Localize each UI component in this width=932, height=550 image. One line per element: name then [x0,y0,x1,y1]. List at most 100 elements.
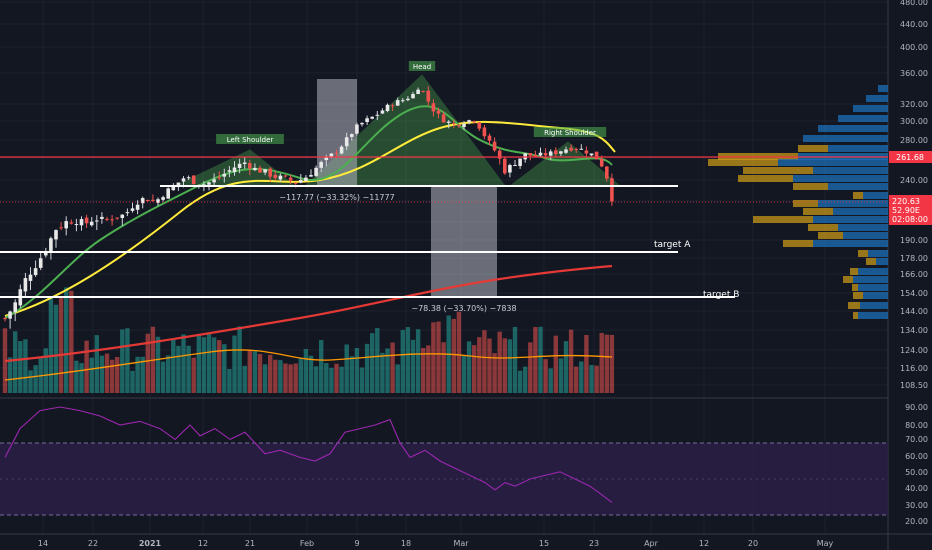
volume-bar [568,329,574,393]
volume-profile-buy [853,105,888,112]
volume-bar [441,342,446,393]
volume-bar [313,366,319,393]
price-tick-label: 134.00 [900,326,928,335]
volume-profile-buy [818,200,888,207]
time-tick-label: 20 [748,539,758,548]
volume-bar [18,341,23,393]
volume-profile-buy [866,95,888,102]
volume-profile-buy [863,192,888,199]
candle-body [207,182,211,185]
candle-body [446,121,451,123]
moving-averages [4,105,616,363]
volume-bar [497,331,502,393]
volume-bar [456,311,462,393]
volume-bar [370,333,375,393]
volume-bar [579,361,584,393]
volume-profile-buy [878,85,888,92]
horizontal-lines [0,156,888,298]
volume-bar [604,334,609,393]
volume-profile-buy [843,232,888,239]
time-tick-label: 2021 [139,539,162,548]
candle-body [548,151,553,156]
candle-body [503,158,507,174]
volume-bar [48,296,54,393]
volume-bar [354,348,360,393]
candle-body [110,219,114,221]
volume-bar [507,339,513,393]
volume-profile-sell [793,183,828,190]
volume-bar [589,364,594,393]
candle-body [594,151,599,160]
volume-bar [283,363,288,393]
candle-body [28,274,33,281]
candle-body [258,167,262,173]
candle-body [589,153,594,156]
candle-body [171,185,176,191]
volume-bar [268,354,273,393]
candle-body [462,123,466,128]
candle-body [74,224,79,226]
volume-profile-buy [813,216,888,223]
volume-profile-sell [738,175,793,182]
volume-bar [339,366,344,393]
volume-bar [69,290,74,393]
candle-body [370,116,374,119]
left-shoulder-label-bg [216,134,284,144]
candle-body [125,212,130,214]
volume-bar [33,365,38,393]
volume-bar [79,363,84,393]
candle-body [166,188,170,199]
candle-body [69,222,74,224]
head-label-bg [408,61,436,71]
candle-body [156,199,160,203]
candle-body [584,150,589,154]
volume-profile-sell [866,258,876,265]
volume-profile-buy [853,276,888,283]
volume-profile-sell [803,208,833,215]
candle-body [329,153,334,158]
volume-profile-buy [813,240,888,247]
volume-bar [477,337,482,393]
price-tick-label: 190.00 [900,236,928,245]
candle-body [135,204,140,210]
volume-bar [324,363,329,393]
volume-bar [533,327,538,393]
candle-body [3,318,7,320]
volume-bar [461,355,467,393]
volume-bar [390,342,395,393]
volume-bar [155,336,161,393]
volume-bar [74,360,79,393]
rsi-tick-label: 40.00 [905,484,928,493]
volume-bar [574,366,579,393]
candle-body [344,137,349,147]
volume-bar [436,321,441,393]
volume-bar [431,322,436,393]
rsi-tick-label: 20.00 [905,517,928,526]
head-label: Head [413,63,431,71]
volume-profile-buy [803,135,888,142]
rsi-tick-label: 70.00 [905,435,928,444]
candle-body [599,158,604,167]
volume-profile-buy [838,115,888,122]
price-axis: 480.00 440.00 400.00 360.00 320.00 300.00 280.… [889,0,932,526]
volume-bar [487,338,492,393]
time-tick-label: 22 [88,539,98,548]
candle-body [324,156,329,161]
volume-bar [563,341,569,393]
target-b-label: target B [703,290,739,300]
volume-bar [364,343,370,393]
volume-bar [140,356,145,393]
candle-body [44,251,48,256]
candle-body [95,220,99,222]
candle-body [283,175,288,177]
candle-body [273,174,278,179]
volume-profile-sell [858,250,868,257]
volume-bars [2,287,615,393]
volume-bar [176,345,181,393]
candle-body [299,179,303,183]
candle-body [191,175,196,185]
candle-body [217,177,221,179]
candle-body [574,148,578,150]
candle-body [161,197,165,200]
